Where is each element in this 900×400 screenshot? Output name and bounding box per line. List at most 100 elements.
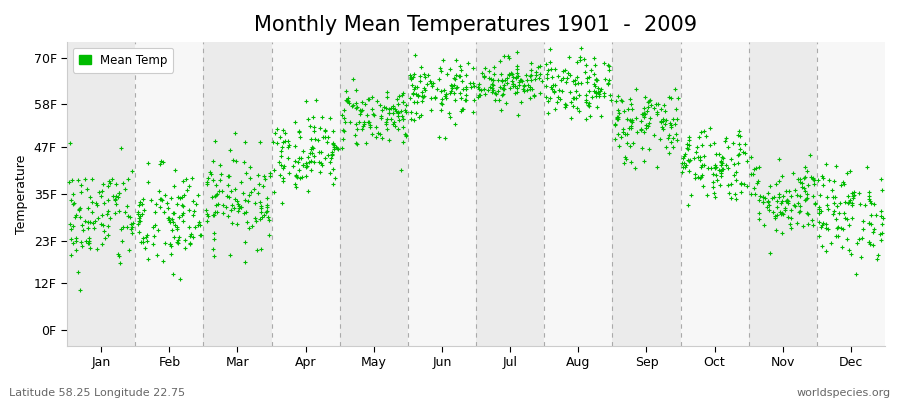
Point — [819, 221, 833, 228]
Point — [544, 66, 558, 72]
Point — [795, 184, 809, 190]
Point — [806, 176, 820, 182]
Point — [382, 105, 396, 112]
Point — [295, 174, 310, 180]
Point — [501, 55, 516, 62]
Point — [800, 182, 814, 189]
Point — [634, 118, 648, 124]
Point — [325, 148, 339, 155]
Point — [255, 214, 269, 220]
Point — [234, 204, 248, 210]
Point — [806, 193, 821, 199]
Point — [239, 208, 254, 215]
Point — [436, 57, 450, 64]
Point — [399, 132, 413, 139]
Point — [308, 136, 322, 142]
Point — [628, 114, 643, 121]
Point — [304, 136, 319, 142]
Point — [545, 82, 560, 88]
Point — [391, 109, 405, 116]
Point — [164, 242, 178, 249]
Point — [153, 204, 167, 210]
Point — [743, 170, 758, 177]
Point — [485, 82, 500, 88]
Point — [327, 181, 341, 188]
Point — [339, 97, 354, 104]
Point — [293, 155, 308, 161]
Point — [801, 220, 815, 227]
Point — [663, 95, 678, 102]
Point — [253, 139, 267, 146]
Point — [434, 88, 448, 95]
Point — [548, 82, 562, 88]
Point — [571, 80, 585, 86]
Point — [495, 92, 509, 98]
Point — [132, 199, 147, 206]
Point — [318, 127, 332, 133]
Point — [394, 92, 409, 99]
Point — [583, 113, 598, 120]
Point — [783, 221, 797, 228]
Point — [176, 210, 190, 216]
Point — [220, 182, 235, 189]
Point — [453, 63, 467, 70]
Point — [863, 198, 878, 204]
Point — [380, 126, 394, 132]
Point — [162, 217, 176, 224]
Point — [449, 84, 464, 91]
Point — [796, 222, 810, 229]
Point — [363, 124, 377, 130]
Point — [869, 256, 884, 262]
Point — [311, 158, 326, 165]
Point — [749, 164, 763, 171]
Point — [573, 79, 588, 86]
Point — [636, 114, 651, 120]
Point — [292, 129, 306, 135]
Point — [551, 94, 565, 100]
Point — [403, 72, 418, 78]
Point — [94, 220, 108, 227]
Point — [304, 158, 319, 164]
Point — [814, 172, 829, 179]
Point — [436, 87, 451, 94]
Point — [214, 188, 229, 195]
Point — [543, 94, 557, 101]
Point — [716, 166, 730, 172]
Point — [729, 176, 743, 183]
Point — [580, 79, 595, 86]
Point — [477, 74, 491, 80]
Point — [163, 240, 177, 247]
Point — [157, 257, 171, 264]
Point — [320, 138, 334, 145]
Point — [146, 224, 160, 230]
Point — [718, 162, 733, 168]
Point — [729, 169, 743, 175]
Point — [296, 162, 310, 168]
Point — [395, 90, 410, 96]
Point — [489, 90, 503, 97]
Point — [641, 123, 655, 129]
Point — [275, 144, 290, 151]
Point — [337, 115, 351, 121]
Point — [747, 166, 761, 173]
Point — [814, 208, 829, 214]
Point — [226, 157, 240, 163]
Point — [340, 96, 355, 103]
Point — [251, 181, 266, 188]
Point — [277, 130, 292, 136]
Point — [319, 128, 333, 134]
Point — [687, 155, 701, 161]
Point — [448, 120, 463, 127]
Point — [760, 198, 775, 204]
Point — [871, 252, 886, 258]
Point — [788, 187, 803, 193]
Point — [539, 60, 554, 67]
Point — [241, 192, 256, 198]
Point — [496, 85, 510, 91]
Point — [849, 271, 863, 277]
Point — [836, 226, 850, 232]
Point — [756, 194, 770, 201]
Point — [765, 194, 779, 201]
Point — [798, 196, 813, 202]
Point — [864, 221, 878, 227]
